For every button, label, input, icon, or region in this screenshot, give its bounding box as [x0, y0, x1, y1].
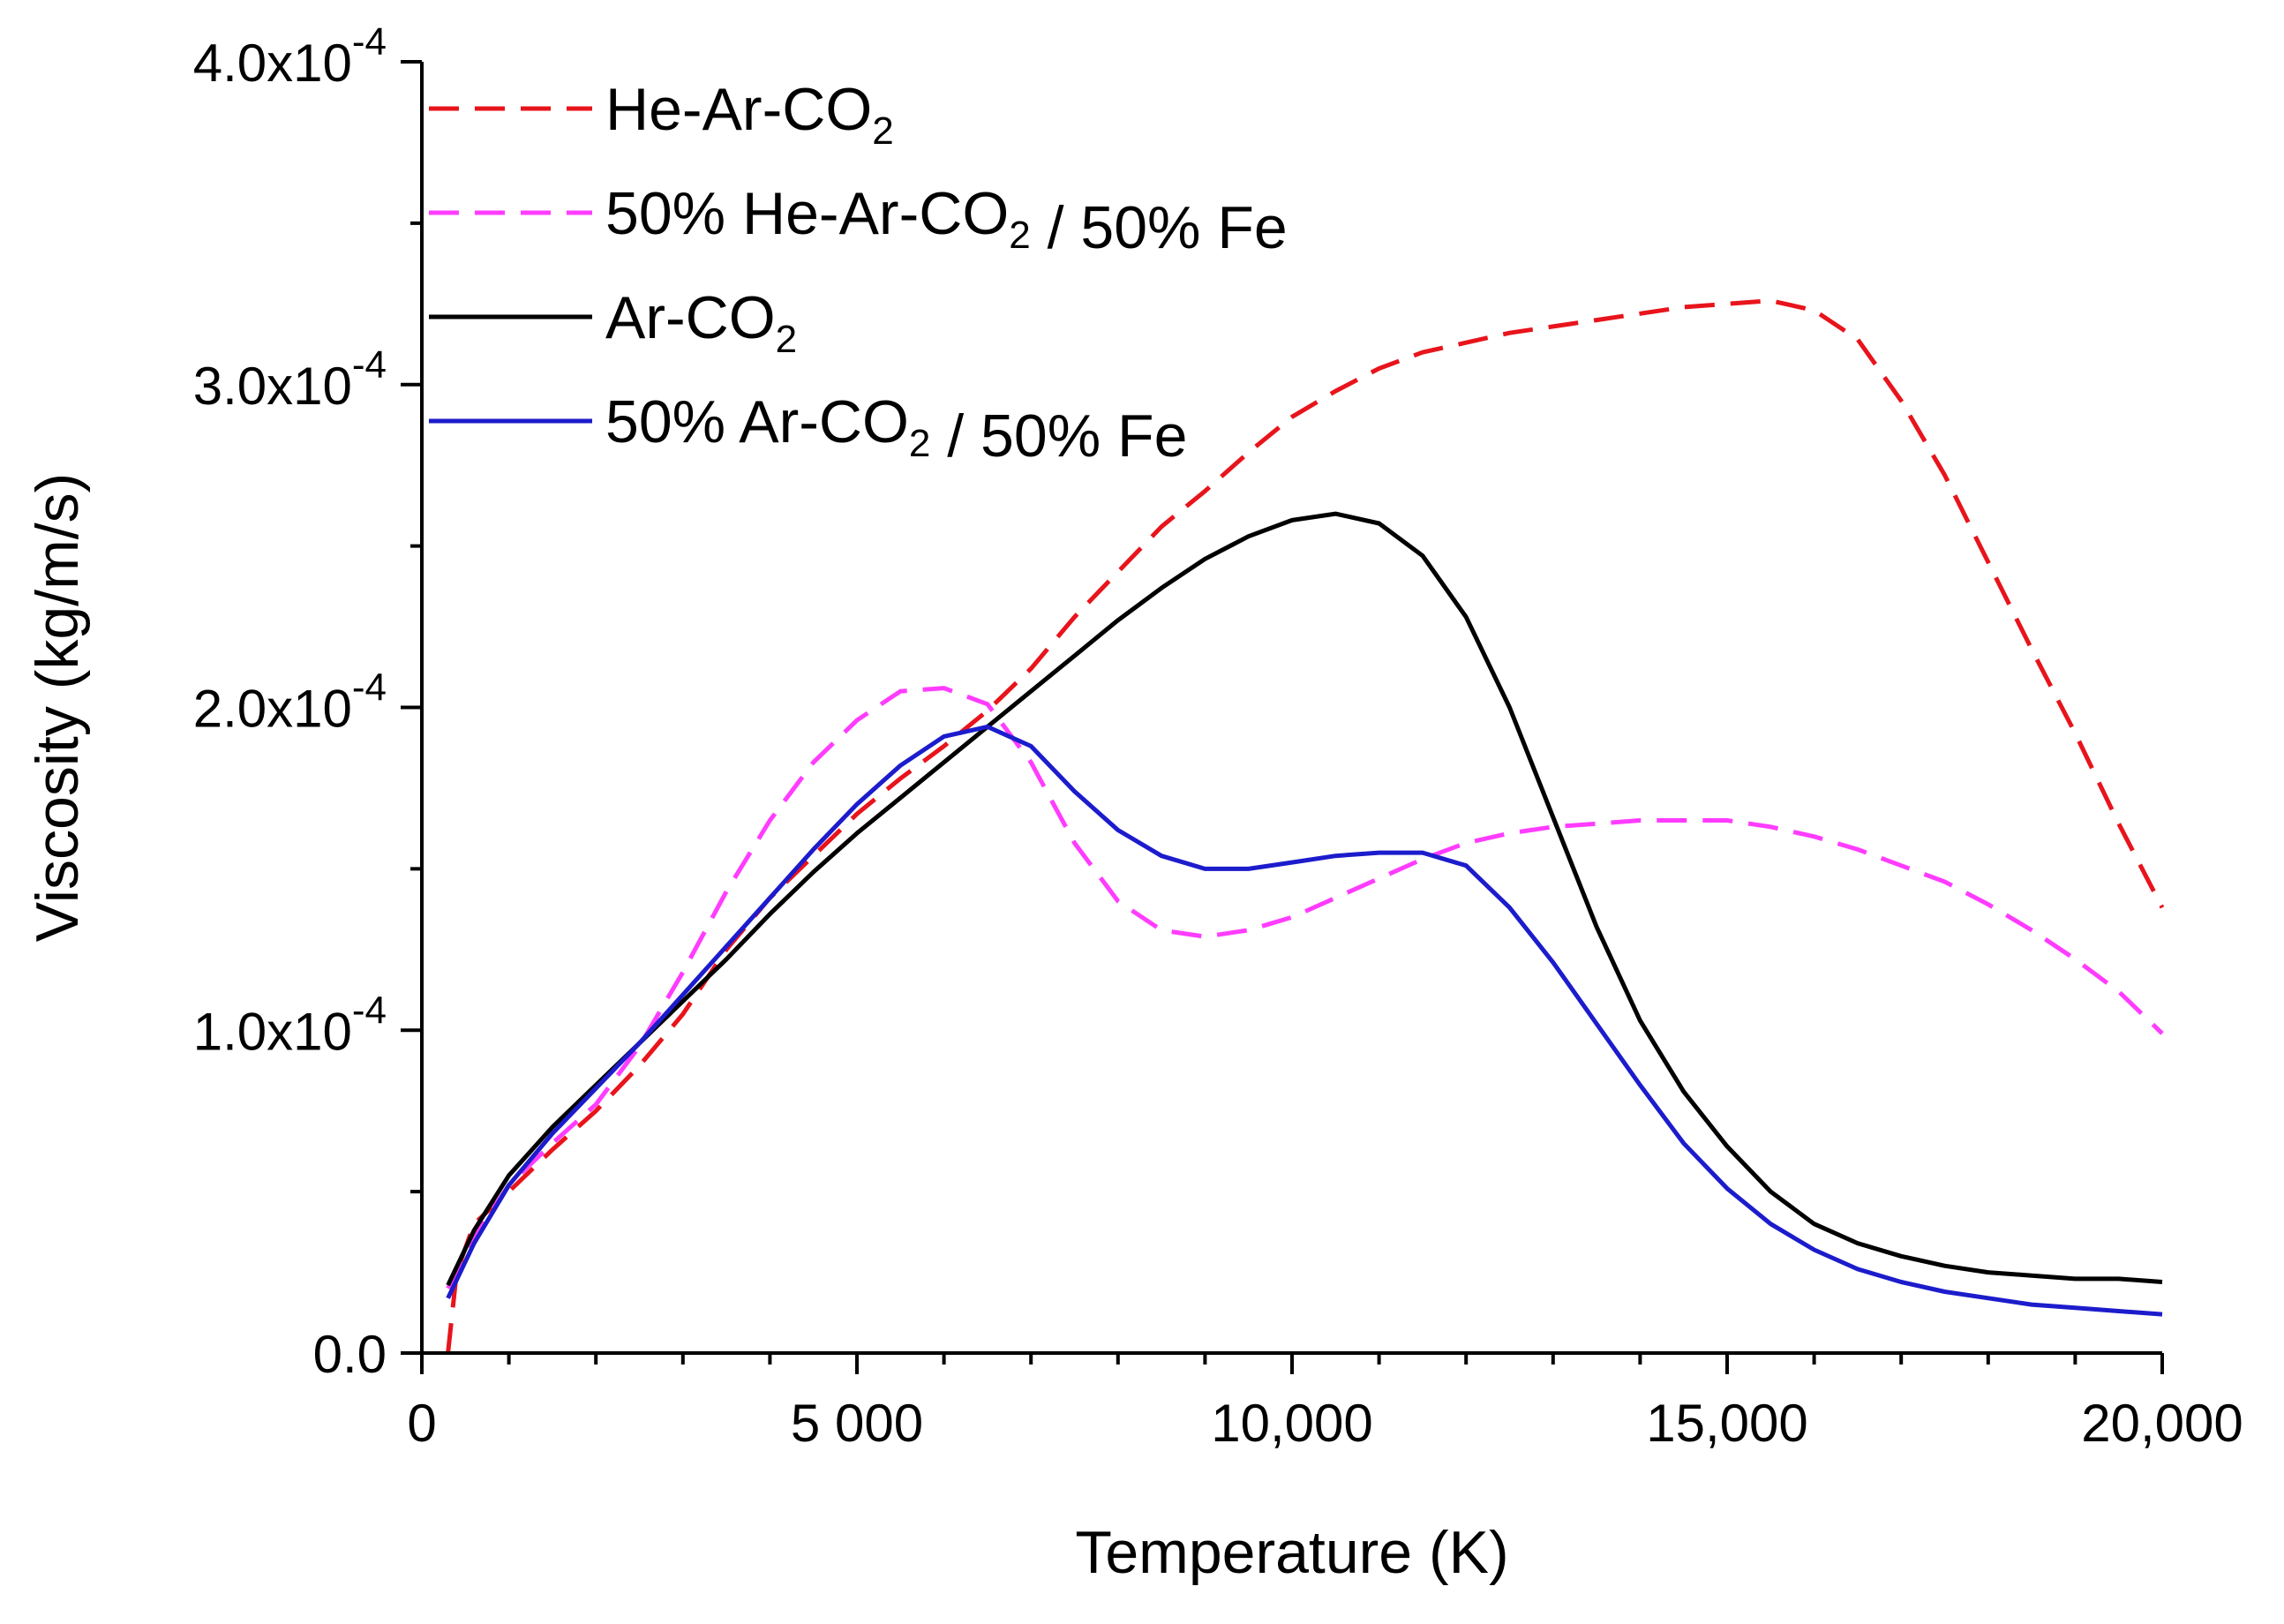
axes-layer: 0 5 000 10,000 15,000 20,000 0.0 1.0x10-4 2.0x1…	[24, 20, 2243, 1586]
y-tick-label: 2.0x10-4	[193, 666, 387, 739]
x-tick-label: 15,000	[1646, 1394, 1808, 1453]
y-tick-label: 3.0x10-4	[193, 343, 387, 416]
x-tick-label: 5 000	[791, 1394, 923, 1453]
series-layer	[446, 298, 2165, 1353]
legend-item-3: Ar-CO2	[429, 284, 797, 361]
legend-item-1: He-Ar-CO2	[429, 76, 894, 153]
y-axis-title: Viscosity (kg/m/s)	[24, 473, 91, 942]
legend: He-Ar-CO2 50% He-Ar-CO2 / 50% Fe Ar-CO2 50%…	[429, 76, 1288, 470]
legend-label: 50% He-Ar-CO2 / 50% Fe	[605, 180, 1288, 261]
x-axis-title: Temperature (K)	[1075, 1519, 1508, 1586]
series-line-2	[446, 686, 2164, 1289]
x-tick-label: 10,000	[1211, 1394, 1373, 1453]
y-tick-label: 0.0	[313, 1325, 387, 1384]
series-line-4	[446, 724, 2163, 1317]
x-tick-label: 0	[407, 1394, 436, 1453]
series-line-3	[446, 511, 2163, 1287]
x-tick-label: 20,000	[2081, 1394, 2243, 1453]
legend-item-4: 50% Ar-CO2 / 50% Fe	[429, 388, 1187, 470]
legend-label: 50% Ar-CO2 / 50% Fe	[605, 388, 1187, 470]
legend-label: Ar-CO2	[605, 284, 797, 361]
legend-label: He-Ar-CO2	[605, 76, 894, 153]
y-tick-label: 1.0x10-4	[193, 989, 387, 1061]
y-tick-label: 4.0x10-4	[193, 20, 387, 93]
legend-item-2: 50% He-Ar-CO2 / 50% Fe	[429, 180, 1288, 261]
series-line-1	[446, 298, 2165, 1353]
